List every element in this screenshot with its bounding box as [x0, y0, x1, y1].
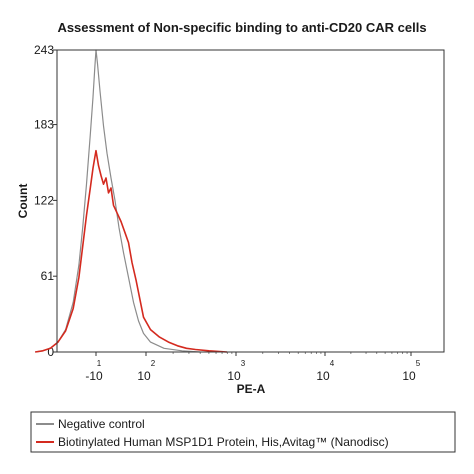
y-tick-label: 183 — [34, 118, 54, 132]
x-axis-label: PE-A — [237, 382, 266, 396]
x-tick-label: 10 — [227, 369, 241, 383]
x-tick-exponent: 5 — [416, 359, 421, 368]
y-tick-label: 243 — [34, 43, 54, 57]
legend-label-msp1d1-protein: Biotinylated Human MSP1D1 Protein, His,A… — [58, 435, 389, 449]
y-tick-label: 0 — [47, 345, 54, 359]
x-tick-label: 10 — [137, 369, 151, 383]
x-tick-exponent: 2 — [151, 359, 156, 368]
series-negative-control — [35, 49, 201, 353]
x-tick-exponent: 3 — [241, 359, 246, 368]
y-axis-label: Count — [16, 184, 30, 219]
x-tick-label: -10 — [85, 369, 103, 383]
x-tick-exponent: 4 — [330, 359, 335, 368]
series-msp1d1-protein — [35, 149, 228, 353]
x-tick-label: 10 — [316, 369, 330, 383]
plot-frame — [56, 49, 445, 353]
x-tick-exponent: 1 — [97, 359, 102, 368]
chart-title: Assessment of Non-specific binding to an… — [57, 20, 426, 35]
x-tick-label: 10 — [402, 369, 416, 383]
histogram-series — [35, 49, 228, 353]
y-tick-label: 61 — [41, 269, 55, 283]
y-tick-label: 122 — [34, 193, 54, 207]
legend-box — [30, 411, 456, 453]
legend-label-negative-control: Negative control — [58, 417, 145, 431]
y-axis-ticks: 0 61 122 183 243 — [34, 43, 57, 359]
